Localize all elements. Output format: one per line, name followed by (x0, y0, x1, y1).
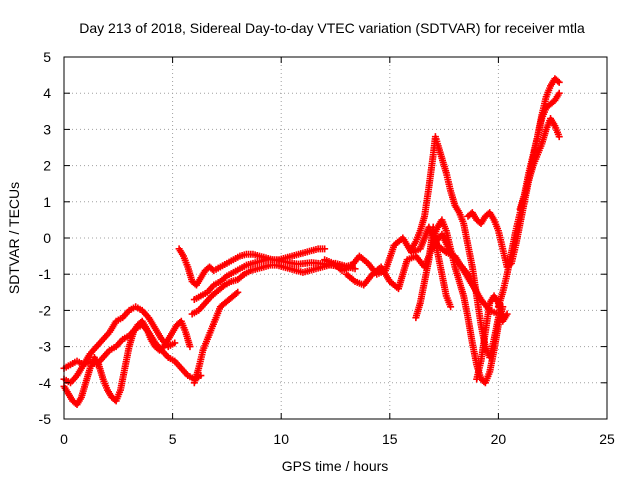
data-point (503, 310, 511, 318)
series-trace-15 (516, 115, 563, 213)
x-tick-label: 10 (273, 431, 289, 447)
x-axis-label: GPS time / hours (282, 458, 389, 474)
data-marks (60, 75, 563, 409)
y-tick-label: -1 (39, 266, 52, 282)
x-tick-label: 20 (491, 431, 507, 447)
y-tick-label: -4 (39, 375, 52, 391)
data-point (232, 290, 240, 298)
y-tick-label: -5 (39, 411, 52, 427)
series-trace-1 (60, 303, 179, 372)
data-point (234, 288, 242, 296)
y-tick-label: 3 (43, 121, 51, 137)
data-point (351, 265, 359, 273)
plot-frame (63, 56, 608, 420)
y-tick-label: 5 (43, 49, 51, 65)
axis-ticks: 0 5 10 15 20 25 -5 -4 -3 -2 -1 0 1 2 3 4 5 (39, 49, 615, 447)
series-trace-7 (190, 288, 242, 387)
x-tick-label: 25 (599, 431, 615, 447)
x-tick-label: 5 (169, 431, 177, 447)
data-point (171, 339, 179, 347)
series-trace-12 (412, 223, 455, 322)
data-point (555, 133, 563, 141)
y-axis-label: SDTVAR / TECUs (6, 182, 22, 294)
data-point (555, 78, 563, 86)
y-tick-label: 1 (43, 194, 51, 210)
data-point (321, 245, 329, 253)
chart-title: Day 213 of 2018, Sidereal Day-to-day VTE… (79, 20, 585, 36)
data-point (447, 303, 455, 311)
series-trace-16 (473, 292, 511, 383)
data-point (555, 89, 563, 97)
x-tick-label: 0 (60, 431, 68, 447)
y-tick-label: 0 (43, 230, 51, 246)
grid (64, 57, 607, 419)
y-tick-label: -2 (39, 302, 52, 318)
y-tick-label: 2 (43, 158, 51, 174)
series-trace-6 (188, 259, 359, 318)
data-point (186, 343, 194, 351)
y-tick-label: 4 (43, 85, 51, 101)
x-tick-label: 15 (382, 431, 398, 447)
y-tick-label: -3 (39, 339, 52, 355)
series-trace-3 (60, 321, 205, 387)
series-trace-4 (175, 245, 329, 289)
data-point (554, 77, 562, 85)
